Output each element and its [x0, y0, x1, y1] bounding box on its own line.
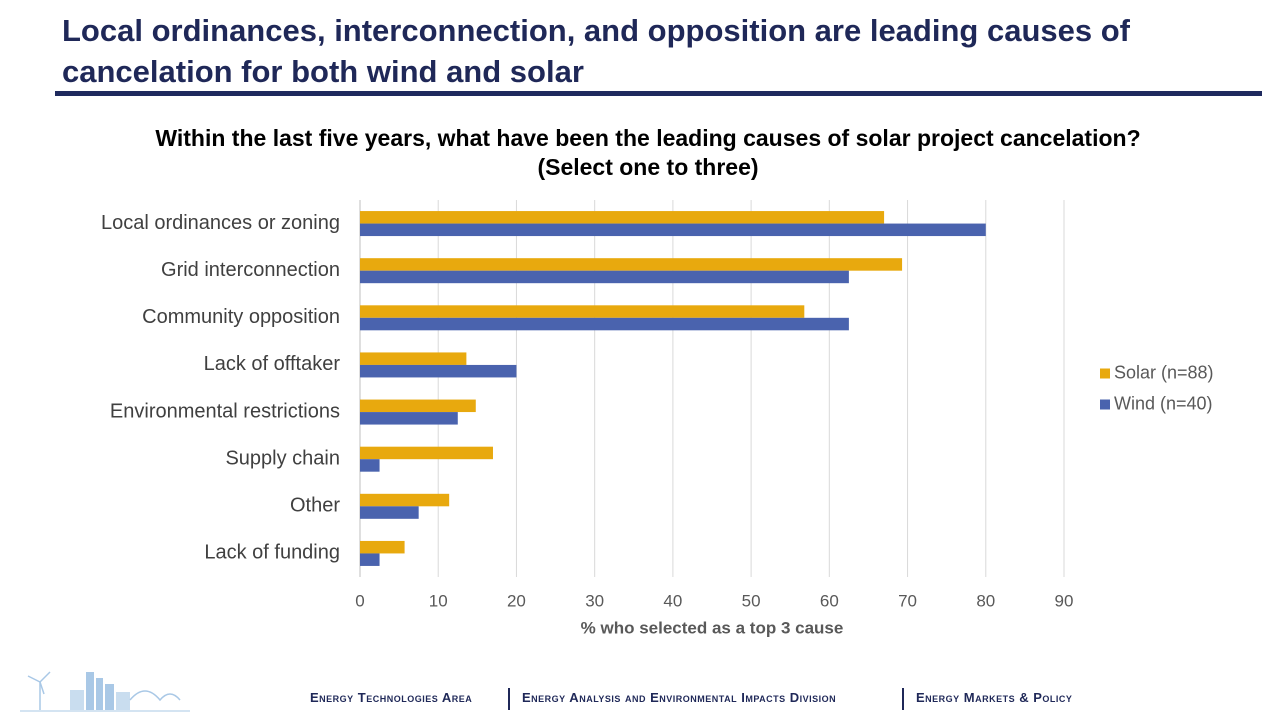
x-tick-label: 70 — [898, 591, 917, 610]
footer-separator — [508, 688, 510, 710]
x-tick-label: 60 — [820, 591, 839, 610]
legend-label: Solar (n=88) — [1114, 362, 1214, 382]
footer-text: Energy Technologies Area — [310, 690, 473, 705]
x-tick-label: 50 — [742, 591, 761, 610]
title-rule — [55, 91, 1262, 96]
y-tick-label: Lack of offtaker — [204, 353, 341, 375]
footer-text: Energy Analysis and Environmental Impact… — [522, 690, 837, 705]
y-tick-label: Lack of funding — [204, 542, 340, 564]
logo — [20, 671, 190, 712]
bar — [360, 553, 380, 566]
y-tick-label: Local ordinances or zoning — [101, 212, 340, 234]
footer-separator — [902, 688, 904, 710]
x-tick-label: 10 — [429, 591, 448, 610]
bar — [360, 399, 476, 413]
footer-text: Energy Markets & Policy — [916, 690, 1073, 705]
chart-title: Within the last five years, what have be… — [155, 125, 1141, 180]
bar — [360, 493, 450, 507]
y-tick-label: Environmental restrictions — [110, 400, 340, 422]
legend-swatch — [1100, 368, 1110, 379]
y-tick-label: Supply chain — [225, 447, 340, 469]
x-tick-label: 30 — [585, 591, 604, 610]
x-tick-label: 90 — [1055, 591, 1074, 610]
bar — [360, 540, 405, 554]
bar — [360, 459, 380, 472]
bar — [360, 258, 903, 271]
bar — [360, 223, 986, 237]
bar — [360, 506, 419, 519]
x-axis-label: % who selected as a top 3 cause — [581, 618, 844, 637]
bar — [360, 270, 849, 284]
x-tick-label: 80 — [976, 591, 995, 610]
y-tick-label: Other — [290, 495, 340, 517]
legend-label: Wind (n=40) — [1114, 393, 1213, 413]
legend-swatch — [1100, 399, 1110, 410]
x-tick-label: 40 — [663, 591, 682, 610]
x-tick-label: 0 — [355, 591, 364, 610]
y-tick-label: Grid interconnection — [161, 259, 340, 281]
bar — [360, 317, 849, 331]
bar — [360, 211, 885, 224]
bar — [360, 352, 467, 365]
bar — [360, 364, 517, 378]
slide-title: Local ordinances, interconnection, and o… — [62, 13, 1130, 89]
bar — [360, 412, 458, 425]
bar — [360, 446, 493, 460]
x-tick-label: 20 — [507, 591, 526, 610]
bar — [360, 305, 805, 318]
y-tick-label: Community opposition — [142, 306, 340, 328]
